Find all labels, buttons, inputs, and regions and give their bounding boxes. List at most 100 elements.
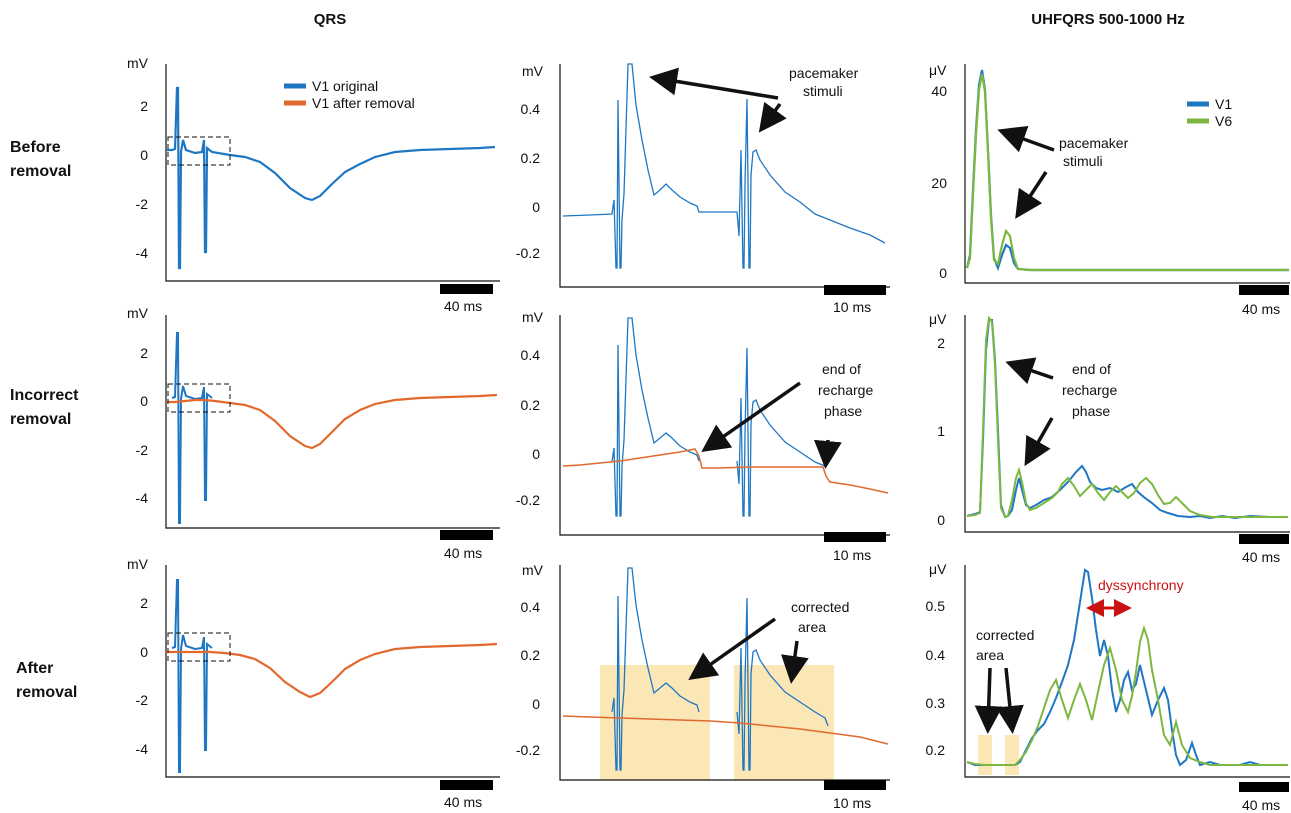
- series-v1-after: [562, 715, 889, 745]
- annotation-pacemaker-line1: pacemaker: [789, 65, 859, 81]
- scalebar-label: 40 ms: [444, 794, 482, 810]
- series-v1: [966, 319, 1288, 520]
- ytick: 0.2: [521, 647, 541, 663]
- ytick: 0: [140, 147, 148, 163]
- ytick: -4: [136, 490, 149, 506]
- arrow-pacemaker-1: [649, 67, 779, 100]
- scalebar: [824, 285, 886, 295]
- scalebar: [1239, 782, 1289, 792]
- ytick: 0.2: [926, 742, 946, 758]
- row-label-before-1: Before: [10, 139, 61, 156]
- row-label-after-2: removal: [16, 684, 77, 701]
- y-unit: mV: [522, 63, 544, 79]
- ytick: 20: [931, 175, 947, 191]
- scalebar: [440, 780, 493, 790]
- axes: [559, 315, 890, 536]
- annotation-pacemaker-line2: stimuli: [1063, 153, 1103, 169]
- ytick: 0.4: [926, 647, 946, 663]
- ytick: 2: [937, 335, 945, 351]
- ytick: 0.2: [521, 397, 541, 413]
- annotation-recharge-line1: end of: [1072, 361, 1111, 377]
- scalebar-label: 40 ms: [1242, 549, 1280, 565]
- ytick: 40: [931, 83, 947, 99]
- ytick: 1: [937, 423, 945, 439]
- scalebar: [824, 532, 886, 542]
- ytick: 0: [937, 512, 945, 528]
- series-v6: [966, 315, 1288, 519]
- arrow-corrected-2: [781, 640, 809, 684]
- corrected-area-highlight: [978, 735, 992, 775]
- series-v1: [965, 69, 1289, 272]
- ytick: 0.4: [521, 347, 541, 363]
- series-v1-after: [562, 448, 889, 494]
- row-label-after-1: After: [16, 660, 53, 677]
- scalebar-label: 10 ms: [833, 299, 871, 315]
- panel-qrs-zoom-incorrect: mV 0.4 0.2 0 -0.2 end of recharge phase …: [516, 309, 890, 563]
- corrected-area-highlight: [600, 665, 710, 780]
- arrow-corrected-2: [995, 667, 1024, 734]
- series-v1-original: [611, 317, 826, 517]
- ytick: 0: [532, 696, 540, 712]
- series-v1-after: [166, 642, 498, 699]
- y-unit: mV: [127, 556, 149, 572]
- scalebar: [1239, 534, 1289, 544]
- ytick: 0.3: [926, 695, 946, 711]
- series-v6: [965, 73, 1289, 272]
- arrow-pacemaker-2: [758, 101, 787, 133]
- axes: [559, 565, 890, 781]
- ytick: 0: [939, 265, 947, 281]
- y-unit: μV: [929, 62, 947, 78]
- header-uhfqrs: UHFQRS 500-1000 Hz: [1031, 11, 1184, 28]
- header-qrs: QRS: [314, 11, 347, 28]
- annotation-dyssynchrony: dyssynchrony: [1098, 577, 1184, 593]
- scalebar-label: 10 ms: [833, 795, 871, 811]
- scalebar-label: 40 ms: [444, 545, 482, 561]
- ytick: -2: [136, 442, 149, 458]
- panel-qrs-incorrect: mV 2 0 -2 -4 40 ms: [127, 305, 500, 561]
- ytick: 2: [140, 595, 148, 611]
- arrow-corrected-1: [974, 667, 1003, 734]
- annotation-pacemaker-line2: stimuli: [803, 83, 843, 99]
- corrected-area-highlight: [1005, 735, 1019, 775]
- axes: [165, 64, 500, 282]
- arrow-recharge-2: [813, 439, 842, 469]
- axes: [559, 64, 890, 288]
- annotation-recharge-line3: phase: [1072, 403, 1110, 419]
- annotation-recharge-line3: phase: [824, 403, 862, 419]
- annotation-recharge-line1: end of: [822, 361, 861, 377]
- row-label-incorrect-1: Incorrect: [10, 387, 79, 404]
- scalebar: [440, 530, 493, 540]
- series-v1-original: [171, 332, 213, 524]
- series-v1-original: [562, 63, 886, 269]
- panel-qrs-after: mV 2 0 -2 -4 40 ms: [127, 556, 500, 810]
- row-label-incorrect-2: removal: [10, 411, 71, 428]
- annotation-pacemaker-line1: pacemaker: [1059, 135, 1129, 151]
- scalebar-label: 40 ms: [444, 298, 482, 314]
- y-unit: μV: [929, 561, 947, 577]
- series-v1-original: [166, 86, 496, 270]
- scalebar: [1239, 285, 1289, 295]
- scalebar: [440, 284, 493, 294]
- arrow-recharge-2: [1024, 417, 1054, 467]
- arrow-pacemaker-1: [997, 125, 1055, 153]
- ytick: 0: [532, 446, 540, 462]
- ytick: 2: [140, 98, 148, 114]
- ytick: 0: [532, 199, 540, 215]
- panel-uhf-after: μV 0.5 0.4 0.3 0.2 dyssynchrony correcte…: [926, 561, 1290, 813]
- ytick: 2: [140, 345, 148, 361]
- arrow-recharge-1: [701, 381, 802, 453]
- y-unit: μV: [929, 311, 947, 327]
- scalebar: [824, 780, 886, 790]
- ytick: -2: [136, 692, 149, 708]
- panel-uhf-incorrect: μV 2 1 0 end of recharge phase 40 ms: [929, 311, 1290, 565]
- series-v1-after: [166, 393, 498, 450]
- arrow-recharge-1: [1005, 357, 1054, 385]
- y-unit: mV: [127, 55, 149, 71]
- panel-uhf-before: μV 40 20 0 V1 V6 pacemaker stimuli 40 ms: [929, 62, 1290, 317]
- legend-v6: V6: [1215, 113, 1232, 129]
- zoom-box: [167, 632, 231, 662]
- annotation-corrected-line1: corrected: [791, 599, 849, 615]
- panel-qrs-before: mV 2 0 -2 -4 V1 original V1 after remova…: [127, 55, 500, 314]
- annotation-recharge-line2: recharge: [1062, 382, 1117, 398]
